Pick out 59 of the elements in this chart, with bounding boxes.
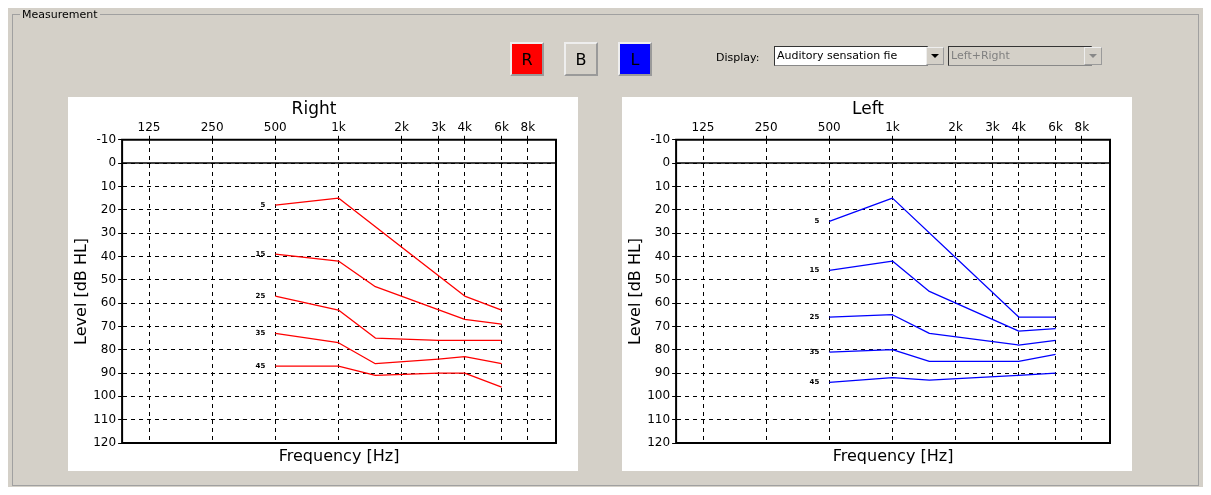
y-tick-label: 10 xyxy=(654,178,671,193)
x-tick-label: 250 xyxy=(200,119,224,134)
y-tick-label: 80 xyxy=(100,341,117,356)
x-tick-label: 500 xyxy=(263,119,287,134)
y-tick-label: 20 xyxy=(100,201,117,216)
y-tick-label: 90 xyxy=(654,365,671,380)
y-tick-label: 30 xyxy=(654,225,671,240)
text: Auditory sensation fie xyxy=(774,46,928,66)
y-tick-label: 10 xyxy=(100,178,117,193)
y-tick-label: 50 xyxy=(100,271,117,286)
chart-title: Right xyxy=(291,97,337,118)
x-tick-label: 3k xyxy=(431,119,446,134)
text: Measurement xyxy=(20,8,100,21)
x-tick-label: 1k xyxy=(331,119,346,134)
x-tick-label: 4k xyxy=(457,119,473,134)
text: Display: xyxy=(716,51,760,64)
y-tick-label: 70 xyxy=(654,318,671,333)
y-tick-label: 60 xyxy=(654,295,671,310)
y-tick-label: 100 xyxy=(93,388,117,403)
y-tick-label: 80 xyxy=(654,341,671,356)
x-tick-label: 8k xyxy=(520,119,536,134)
y-tick-label: 0 xyxy=(662,155,671,170)
y-tick-label: 120 xyxy=(93,435,117,450)
x-tick-label: 125 xyxy=(691,119,715,134)
y-tick-label: 40 xyxy=(654,248,671,263)
y-tick-label: 0 xyxy=(108,155,117,170)
x-tick-label: 3k xyxy=(985,119,1000,134)
y-tick-label: 120 xyxy=(647,435,671,450)
y-tick-label: 50 xyxy=(654,271,671,286)
y-tick-label: 30 xyxy=(100,225,117,240)
text: B xyxy=(564,42,598,76)
x-tick-label: 1k xyxy=(885,119,900,134)
x-axis-title: Frequency [Hz] xyxy=(832,446,954,466)
x-axis-title: Frequency [Hz] xyxy=(278,446,400,466)
y-axis-title: Level [dB HL] xyxy=(70,237,90,345)
x-tick-label: 2k xyxy=(948,119,963,134)
x-tick-label: 2k xyxy=(394,119,409,134)
y-tick-label: 100 xyxy=(647,388,671,403)
y-tick-label: 40 xyxy=(100,248,117,263)
y-tick-label: 70 xyxy=(100,318,117,333)
x-tick-label: 4k xyxy=(1011,119,1027,134)
y-tick-label: -10 xyxy=(96,131,117,146)
y-tick-label: 110 xyxy=(93,411,117,426)
x-tick-label: 250 xyxy=(754,119,778,134)
x-tick-label: 500 xyxy=(817,119,841,134)
x-tick-label: 8k xyxy=(1074,119,1090,134)
text: L xyxy=(618,42,652,76)
text: R xyxy=(510,42,544,76)
y-tick-label: 90 xyxy=(100,365,117,380)
x-tick-label: 6k xyxy=(494,119,509,134)
x-tick-label: 6k xyxy=(1048,119,1063,134)
chart-title: Left xyxy=(852,97,885,118)
y-tick-label: -10 xyxy=(650,131,671,146)
x-tick-label: 125 xyxy=(137,119,161,134)
y-tick-label: 60 xyxy=(100,295,117,310)
text: Left+Right xyxy=(948,46,1092,66)
y-tick-label: 110 xyxy=(647,411,671,426)
y-axis-title: Level [dB HL] xyxy=(624,237,644,345)
y-tick-label: 20 xyxy=(654,201,671,216)
